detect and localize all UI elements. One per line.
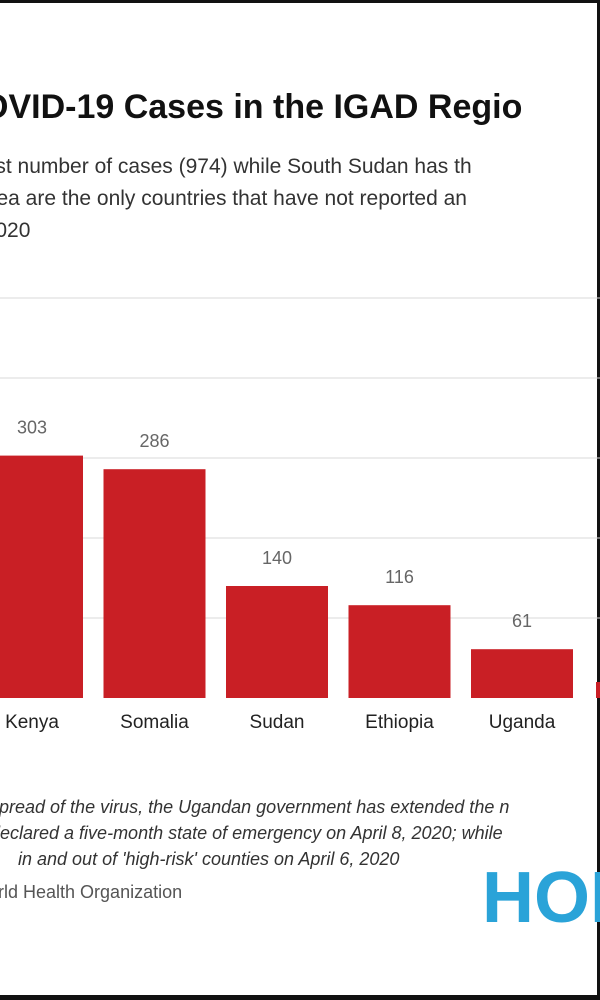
category-label: Kenya (5, 712, 59, 733)
category-label: Sudan (250, 712, 305, 733)
bar-value-label: 286 (139, 431, 169, 451)
bar-sudan (226, 586, 328, 698)
bar-ethiopia (348, 605, 451, 698)
bar-value-label: 140 (262, 548, 292, 568)
subtitle-line-3: , 2020 (0, 219, 31, 242)
category-label: Uganda (489, 712, 556, 733)
bar-somalia (103, 469, 206, 698)
chart-title: OVID-19 Cases in the IGAD Regio (0, 88, 523, 126)
bar-value-label: 116 (385, 567, 414, 587)
horn-logo: HOR (482, 860, 600, 930)
bar-cropped-edge (596, 682, 600, 698)
subtitle-line-1: hest number of cases (974) while South S… (0, 155, 472, 178)
bar-kenya (0, 455, 83, 698)
category-label: Ethiopia (365, 712, 434, 733)
subtitle-line-2: ritrea are the only countries that have … (0, 187, 467, 210)
source-text: orld Health Organization (0, 882, 183, 902)
bar-value-label: 303 (17, 418, 47, 438)
bar-value-label: 61 (512, 611, 532, 631)
note-line-1: spread of the virus, the Ugandan governm… (0, 797, 510, 817)
category-label: Somalia (120, 712, 189, 733)
bar-uganda (471, 649, 573, 698)
note-line-2: declared a five-month state of emergency… (0, 823, 503, 843)
logo-text: HOR (482, 860, 600, 930)
note-line-3: in and out of 'high-risk' counties on Ap… (18, 849, 400, 869)
bar-chart: 303 Kenya 286 Somalia 140 Sudan 116 Ethiopia 61 U… (0, 297, 600, 733)
